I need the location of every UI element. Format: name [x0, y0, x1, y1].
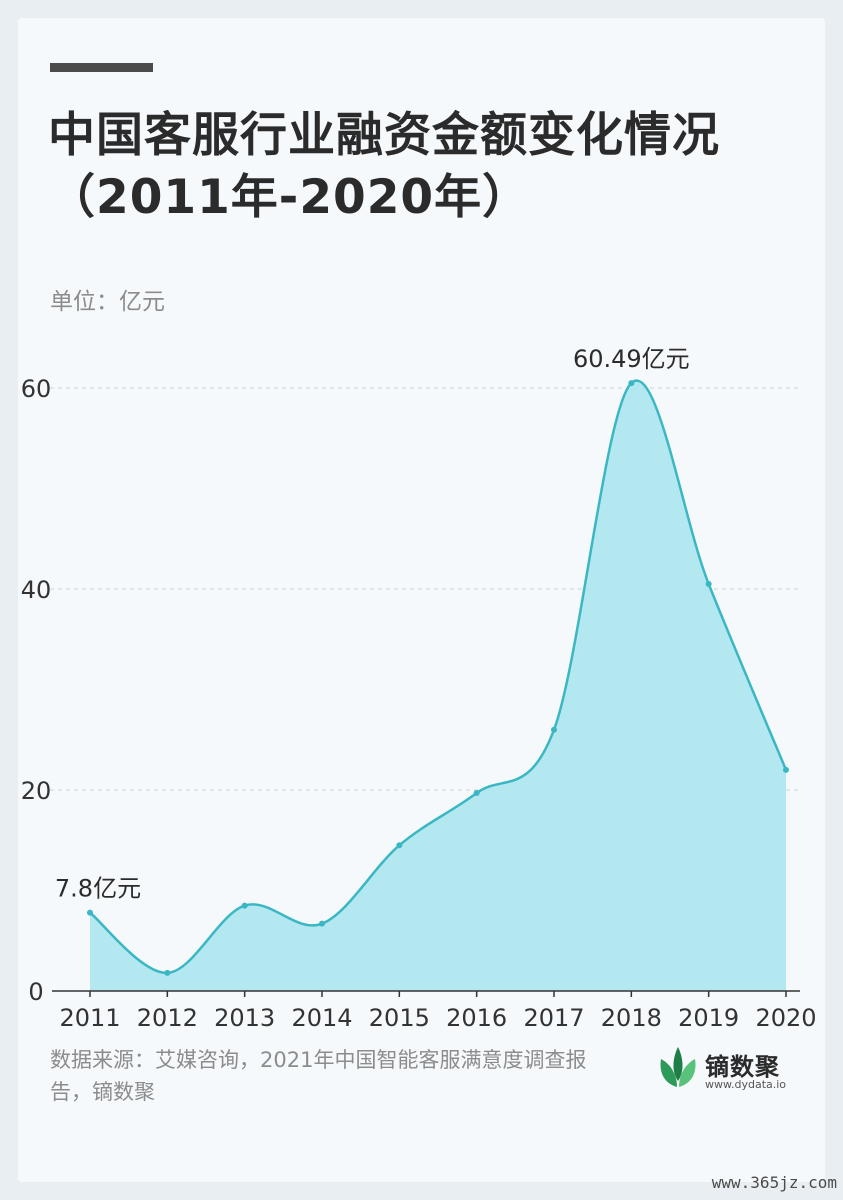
brand-url: www.dydata.io: [705, 1078, 787, 1091]
data-point: [783, 766, 789, 773]
y-tick-label: 60: [21, 375, 52, 403]
data-label: 60.49亿元: [573, 345, 690, 373]
data-point: [241, 902, 248, 909]
data-label: 7.8亿元: [55, 875, 141, 903]
x-tick-label: 2018: [601, 1004, 662, 1032]
data-point: [319, 920, 325, 927]
x-tick-label: 2017: [523, 1004, 584, 1032]
series-area: [90, 380, 786, 991]
unit-label: 单位：亿元: [50, 289, 165, 315]
data-point: [473, 790, 480, 797]
x-tick-label: 2014: [291, 1004, 352, 1032]
data-point: [164, 969, 171, 976]
brand-name: 镝数聚: [705, 1053, 780, 1081]
x-tick-label: 2013: [214, 1004, 275, 1032]
leaf-logo-icon: [660, 1047, 696, 1087]
x-tick-label: 2016: [446, 1004, 507, 1032]
title-accent-bar: [50, 63, 153, 72]
x-tick-label: 2015: [369, 1004, 430, 1032]
series-line: [89, 379, 788, 975]
data-point: [87, 909, 93, 916]
data-point: [396, 842, 403, 849]
y-tick-label: 20: [21, 777, 52, 805]
x-tick-label: 2011: [59, 1004, 120, 1032]
watermark-text: www.365jz.com: [711, 1173, 837, 1192]
source-note: 数据来源：艾媒咨询，2021年中国智能客服满意度调查报告，镝数聚: [50, 1048, 587, 1104]
x-tick-label: 2020: [755, 1004, 816, 1032]
data-point: [551, 726, 557, 733]
chart-title: 中国客服行业融资金额变化情况（2011年-2020年）: [48, 108, 720, 225]
data-point: [705, 580, 712, 587]
brand-logo: 镝数聚 www.dydata.io: [657, 1045, 807, 1095]
x-tick-label: 2012: [137, 1004, 198, 1032]
y-tick-label: 40: [21, 576, 52, 604]
y-tick-label: 0: [28, 978, 43, 1006]
x-tick-label: 2019: [678, 1004, 739, 1032]
data-point: [628, 380, 635, 387]
